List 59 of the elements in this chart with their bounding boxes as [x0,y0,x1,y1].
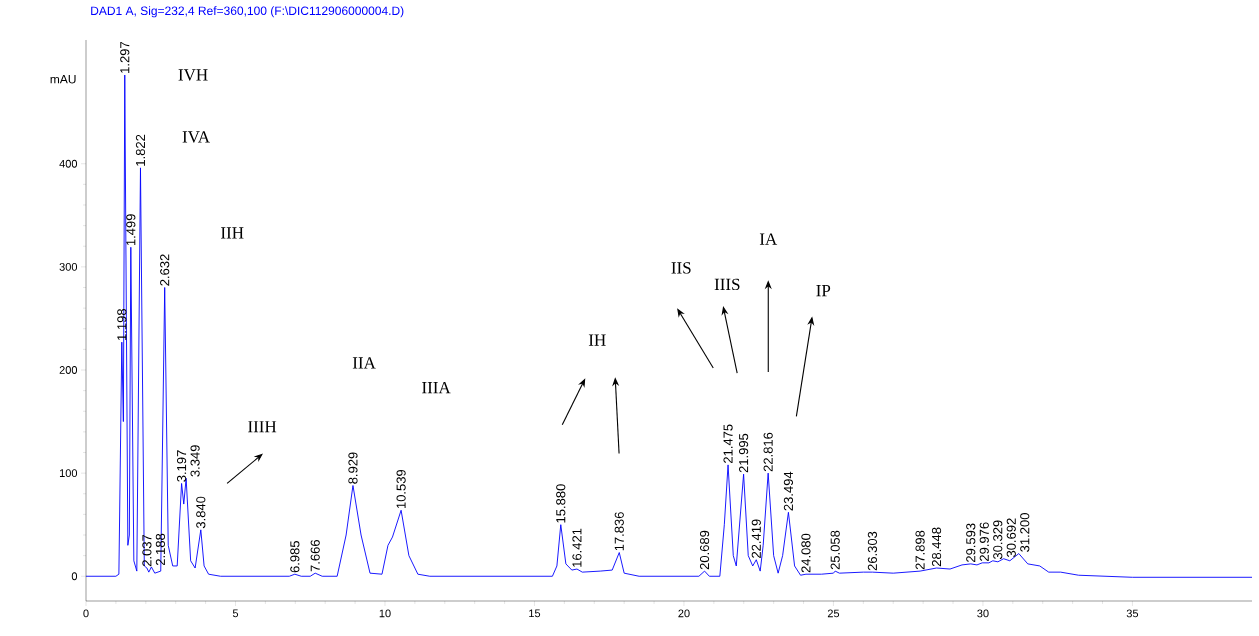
annotation: 1.198 [117,308,127,340]
y-tick-label: 300 [59,262,78,271]
annotation: IIS [671,262,691,274]
x-tick-label: 0 [83,609,89,618]
annotation: IA [759,233,778,245]
x-tick-label: 25 [827,609,840,618]
annotation: IP [816,285,831,297]
annotation: 2.188 [155,533,165,566]
y-tick-label: 400 [59,159,78,168]
annotation: IIIA [422,381,451,394]
annotation: 10.539 [396,469,406,509]
annotation: 1.297 [120,41,130,73]
annotation: 17.836 [614,512,624,551]
annotation: 1.822 [135,134,146,166]
annotation: 3.840 [196,496,206,529]
annotation: IVA [182,131,210,143]
y-tick-label: 100 [59,469,78,478]
annotation: 26.303 [867,531,877,571]
annotation: 24.080 [801,533,811,573]
annotation: 30.329 [993,520,1003,560]
annotation: 27.898 [915,530,925,570]
annotation: 22.816 [763,432,773,472]
annotation: 2.037 [142,534,152,567]
chart-title: DAD1 A, Sig=232,4 Ref=360,100 (F:\DIC112906000004.D) [91,6,404,18]
annotation: IIA [352,357,376,369]
annotation: 21.995 [739,433,749,473]
annotation: 16.421 [572,528,582,567]
annotation: 2.632 [160,254,170,286]
annotation: 23.494 [783,471,794,511]
x-tick-label: 30 [977,609,989,618]
annotation: IH [588,334,606,346]
annotation: 21.475 [723,424,733,464]
annotation: 7.666 [310,540,320,572]
annotation: 29.976 [979,522,989,561]
y-axis-title: mAU [50,75,76,84]
annotation: 30.692 [1006,518,1016,558]
annotation: IIIS [714,278,740,291]
annotation: 22.419 [751,519,761,558]
y-tick-label: 0 [71,572,78,581]
annotation: 1.499 [126,214,136,246]
annotation: 3.197 [176,450,187,482]
annotation: 31.200 [1020,513,1030,552]
annotation: 20.689 [699,530,710,570]
annotation: 8.929 [348,452,358,484]
x-tick-label: 15 [529,609,541,618]
annotation: IVH [178,69,208,81]
annotation: 3.349 [190,445,200,477]
x-tick-label: 35 [1126,609,1139,618]
annotation: 28.448 [931,527,942,567]
annotation: 29.593 [966,523,976,563]
annotation: 15.880 [556,484,566,523]
x-tick-label: 10 [379,609,391,618]
annotation: IIIH [248,421,277,433]
y-tick-label: 200 [59,366,78,374]
annotation: 6.985 [290,541,300,573]
annotation: 25.058 [830,530,840,570]
x-tick-label: 20 [678,609,690,618]
annotation: IIH [221,227,244,239]
x-tick-label: 5 [232,609,239,618]
